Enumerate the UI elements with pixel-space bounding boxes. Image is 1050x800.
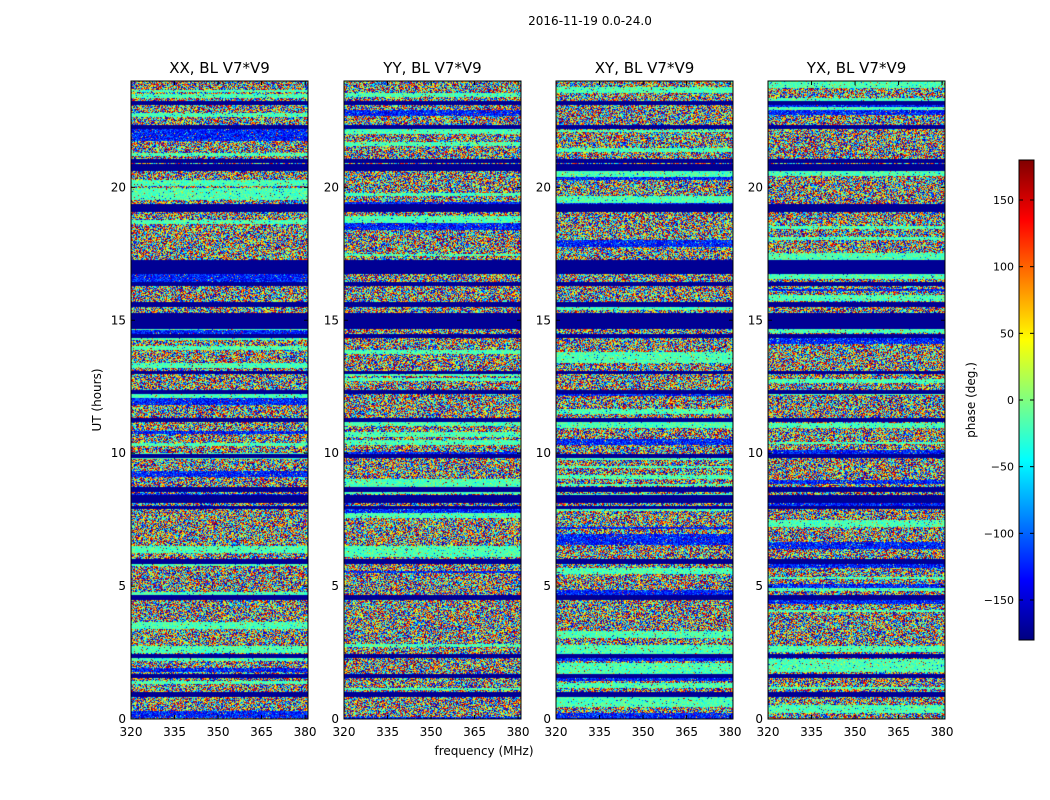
- y-tick-label: 10: [324, 446, 339, 460]
- panel-frame: [343, 80, 522, 720]
- x-tick-label: 335: [800, 725, 823, 739]
- y-tick-label: 10: [536, 446, 551, 460]
- x-tick-label: 380: [719, 725, 742, 739]
- colorbar-tick-label: 150: [993, 194, 1014, 207]
- panel-frame: [130, 80, 309, 720]
- y-tick-label: 0: [755, 712, 763, 726]
- panel-frame: [555, 80, 734, 720]
- colorbar-tick-label: −100: [984, 527, 1014, 540]
- x-tick-label: 380: [507, 725, 530, 739]
- phase-heatmap: [131, 81, 308, 719]
- phase-heatmap: [344, 81, 521, 719]
- labels-layer: frequency (MHz) UT (hours) phase (deg.): [90, 362, 978, 758]
- x-axis-label: frequency (MHz): [434, 744, 533, 758]
- panel-4: YX, BL V7*V9 320 335 350 365 380 0 5 10 15 20: [748, 59, 954, 739]
- x-tick-label: 335: [376, 725, 399, 739]
- x-tick-label: 365: [887, 725, 910, 739]
- y-tick-label: 0: [543, 712, 551, 726]
- x-tick-label: 350: [844, 725, 867, 739]
- x-tick-label: 320: [120, 725, 143, 739]
- panel-title: YY, BL V7*V9: [382, 59, 481, 77]
- y-tick-label: 5: [118, 579, 126, 593]
- phase-heatmap: [556, 81, 733, 719]
- colorbar-tick-label: −50: [991, 461, 1014, 474]
- y-tick-label: 20: [748, 180, 763, 194]
- y-tick-label: 15: [324, 313, 339, 327]
- y-axis-label: UT (hours): [90, 368, 104, 431]
- y-tick-label: 0: [118, 712, 126, 726]
- panel-1: XX, BL V7*V9 320 335 350 365 380 0 5 10 15 20: [111, 59, 317, 739]
- y-tick-label: 15: [536, 313, 551, 327]
- panel-title: YX, BL V7*V9: [806, 59, 907, 77]
- y-tick-label: 5: [331, 579, 339, 593]
- phase-heatmap: [768, 81, 945, 719]
- x-tick-label: 350: [207, 725, 230, 739]
- colorbar: 150 100 50 0 −50 −100 −150: [984, 159, 1035, 641]
- figure-title: 2016-11-19 0.0-24.0: [528, 14, 652, 28]
- colorbar-label: phase (deg.): [964, 362, 978, 438]
- panel-3: XY, BL V7*V9 320 335 350 365 380 0 5 10 15 20: [536, 59, 742, 739]
- panel-title: XY, BL V7*V9: [595, 59, 695, 77]
- x-tick-label: 365: [463, 725, 486, 739]
- y-tick-label: 15: [748, 313, 763, 327]
- x-tick-label: 380: [294, 725, 317, 739]
- colorbar-tick-label: −150: [984, 594, 1014, 607]
- x-tick-label: 320: [333, 725, 356, 739]
- y-tick-label: 0: [331, 712, 339, 726]
- colorbar-tick-label: 0: [1007, 394, 1014, 407]
- y-tick-label: 10: [111, 446, 126, 460]
- colorbar-tick-label: 50: [1000, 327, 1014, 340]
- colorbar-tick-label: 100: [993, 261, 1014, 274]
- x-tick-label: 350: [420, 725, 443, 739]
- y-tick-label: 5: [755, 579, 763, 593]
- y-tick-label: 20: [111, 180, 126, 194]
- panel-title: XX, BL V7*V9: [169, 59, 270, 77]
- x-tick-label: 335: [588, 725, 611, 739]
- y-tick-label: 20: [536, 180, 551, 194]
- x-tick-label: 335: [163, 725, 186, 739]
- panel-frame: [767, 80, 946, 720]
- y-tick-label: 5: [543, 579, 551, 593]
- y-tick-label: 10: [748, 446, 763, 460]
- x-tick-label: 365: [675, 725, 698, 739]
- x-tick-label: 320: [757, 725, 780, 739]
- x-tick-label: 380: [931, 725, 954, 739]
- panel-2: YY, BL V7*V9 320 335 350 365 380 0 5 10 15 20: [324, 59, 530, 739]
- x-tick-label: 350: [632, 725, 655, 739]
- x-tick-label: 365: [250, 725, 273, 739]
- y-tick-label: 20: [324, 180, 339, 194]
- x-tick-label: 320: [545, 725, 568, 739]
- y-tick-label: 15: [111, 313, 126, 327]
